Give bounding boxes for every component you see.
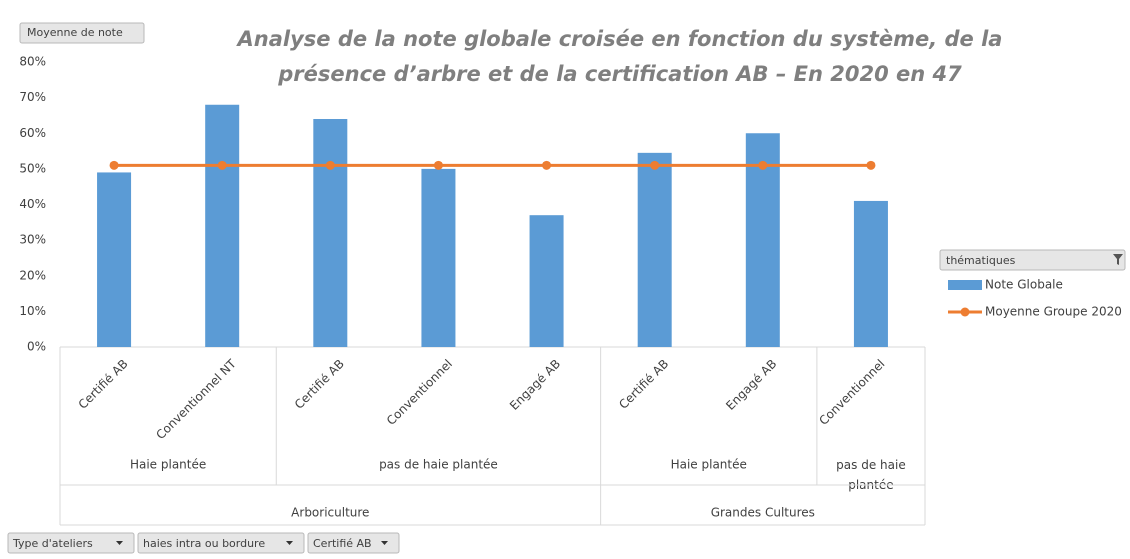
- bar: [421, 168, 456, 347]
- y-tick-label: 80%: [19, 55, 46, 69]
- subgroup-label: Haie plantée: [130, 458, 206, 472]
- filter-button[interactable]: [307, 532, 400, 554]
- line-marker: [542, 160, 552, 170]
- y-tick-label: 50%: [19, 161, 46, 175]
- y-tick-label: 30%: [19, 233, 46, 247]
- line-marker: [758, 160, 768, 170]
- subgroup-label: pas de haie plantée: [379, 458, 498, 472]
- dropdown-arrow: [286, 541, 293, 545]
- bar: [529, 215, 564, 347]
- line-marker: [866, 160, 876, 170]
- filter-label: Certifié AB: [313, 537, 372, 550]
- line-marker: [650, 160, 660, 170]
- legend-button[interactable]: [939, 249, 1126, 271]
- legend-title: thématiques: [946, 254, 1016, 267]
- y-tick-label: 40%: [19, 197, 46, 211]
- legend-label: Note Globale: [985, 278, 1063, 292]
- value-field-label: Moyenne de note: [27, 26, 123, 39]
- subgroup-label: Haie plantée: [671, 458, 747, 472]
- line-marker: [109, 160, 119, 170]
- line-marker: [433, 160, 443, 170]
- filter-icon: [1113, 254, 1123, 265]
- line-marker: [325, 160, 335, 170]
- chart-title: Analyse de la note globale croisée en fo…: [236, 27, 1003, 51]
- bar: [97, 172, 132, 347]
- legend-label: Moyenne Groupe 2020: [985, 305, 1122, 319]
- value-field-button[interactable]: [19, 22, 145, 44]
- bar: [853, 200, 888, 347]
- y-tick-label: 20%: [19, 268, 46, 282]
- filter-button[interactable]: [137, 532, 305, 554]
- bar: [313, 119, 348, 347]
- line-marker: [217, 160, 227, 170]
- filter-label: haies intra ou bordure: [143, 537, 265, 550]
- legend-swatch: [960, 307, 970, 317]
- dropdown-arrow: [381, 541, 388, 545]
- group-label: Grandes Cultures: [711, 506, 815, 520]
- group-label: Arboriculture: [291, 506, 369, 520]
- y-tick-label: 70%: [19, 90, 46, 104]
- legend-swatch: [948, 280, 982, 290]
- chart-title: présence d’arbre et de la certification …: [277, 62, 962, 86]
- dropdown-arrow: [116, 541, 123, 545]
- y-tick-label: 60%: [19, 126, 46, 140]
- filter-label: Type d'ateliers: [12, 537, 93, 550]
- filter-button[interactable]: [7, 532, 135, 554]
- bar: [205, 104, 240, 347]
- bar: [637, 152, 672, 347]
- y-tick-label: 0%: [27, 340, 46, 354]
- y-tick-label: 10%: [19, 304, 46, 318]
